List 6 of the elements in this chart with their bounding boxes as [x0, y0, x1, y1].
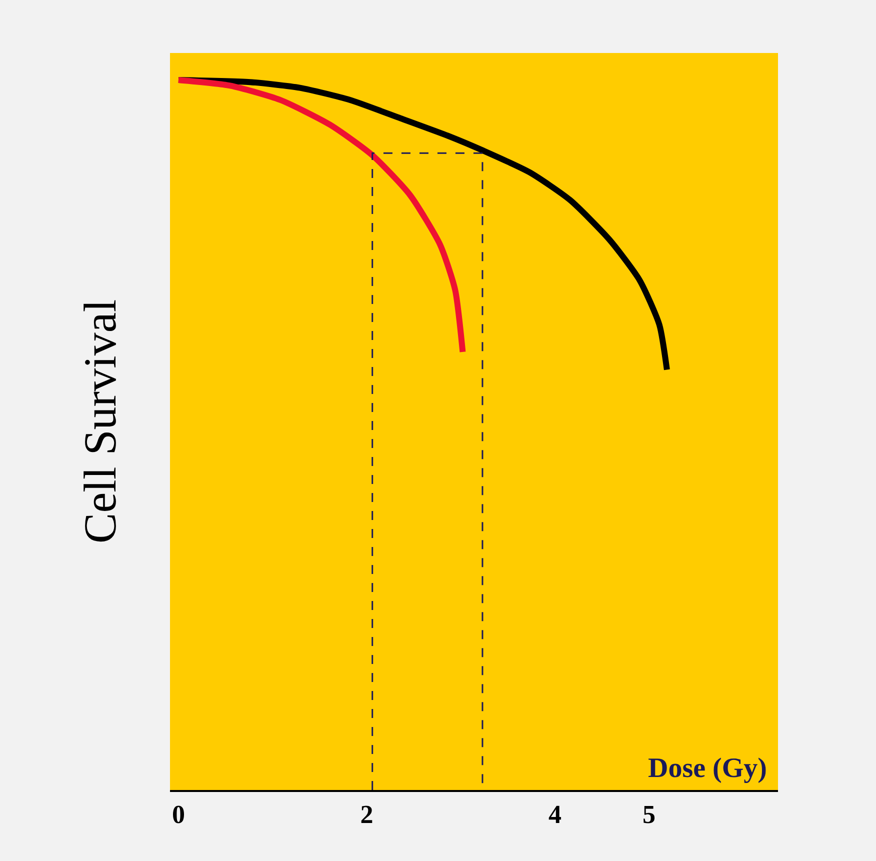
x-tick-label: 4 — [548, 800, 562, 830]
x-axis-title: Dose (Gy) — [648, 753, 767, 784]
x-tick-label: 0 — [172, 800, 185, 830]
x-tick-label: 2 — [360, 800, 374, 830]
x-tick-label: 5 — [642, 800, 656, 830]
y-axis-title: Cell Survival — [74, 299, 126, 544]
